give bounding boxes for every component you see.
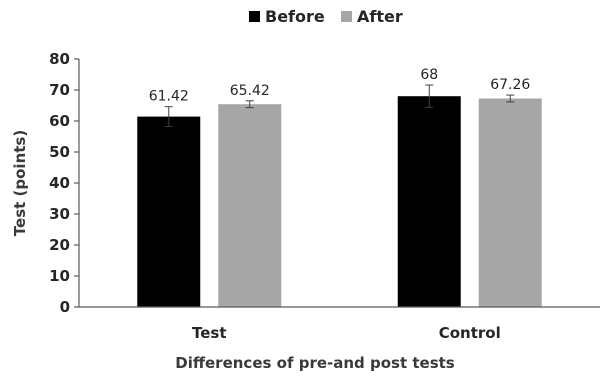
y-tick-label: 80	[49, 50, 70, 68]
x-axis-title: Differences of pre-and post tests	[175, 354, 455, 372]
category-label-test: Test	[192, 324, 227, 342]
y-axis-ticks: 0 10 20 30 40 50 60 70 80	[49, 50, 79, 316]
bar-before-control	[397, 96, 461, 307]
category-label-control: Control	[439, 324, 501, 342]
data-label: 65.42	[230, 83, 270, 99]
y-tick-label: 60	[49, 112, 70, 130]
bar-before-test	[137, 116, 201, 308]
y-tick-label: 30	[49, 205, 70, 223]
y-tick-label: 50	[49, 143, 70, 161]
legend-label-after: After	[357, 7, 403, 26]
y-tick-label: 0	[60, 298, 70, 316]
y-axis-title: Test (points)	[11, 130, 29, 236]
bars: 61.42 65.42 68 67.26	[137, 67, 542, 308]
data-label: 61.42	[149, 89, 189, 105]
data-label: 67.26	[490, 77, 530, 93]
bar-after-control	[478, 98, 542, 307]
bar-after-test	[218, 104, 282, 307]
category-labels: Test Control	[192, 324, 501, 342]
legend-label-before: Before	[265, 7, 325, 26]
y-tick-label: 20	[49, 236, 70, 254]
y-tick-label: 70	[49, 81, 70, 99]
y-tick-label: 40	[49, 174, 70, 192]
legend-swatch-after	[341, 11, 352, 22]
legend: Before After	[249, 7, 403, 26]
data-label: 68	[420, 67, 438, 83]
legend-swatch-before	[249, 11, 260, 22]
y-tick-label: 10	[49, 267, 70, 285]
